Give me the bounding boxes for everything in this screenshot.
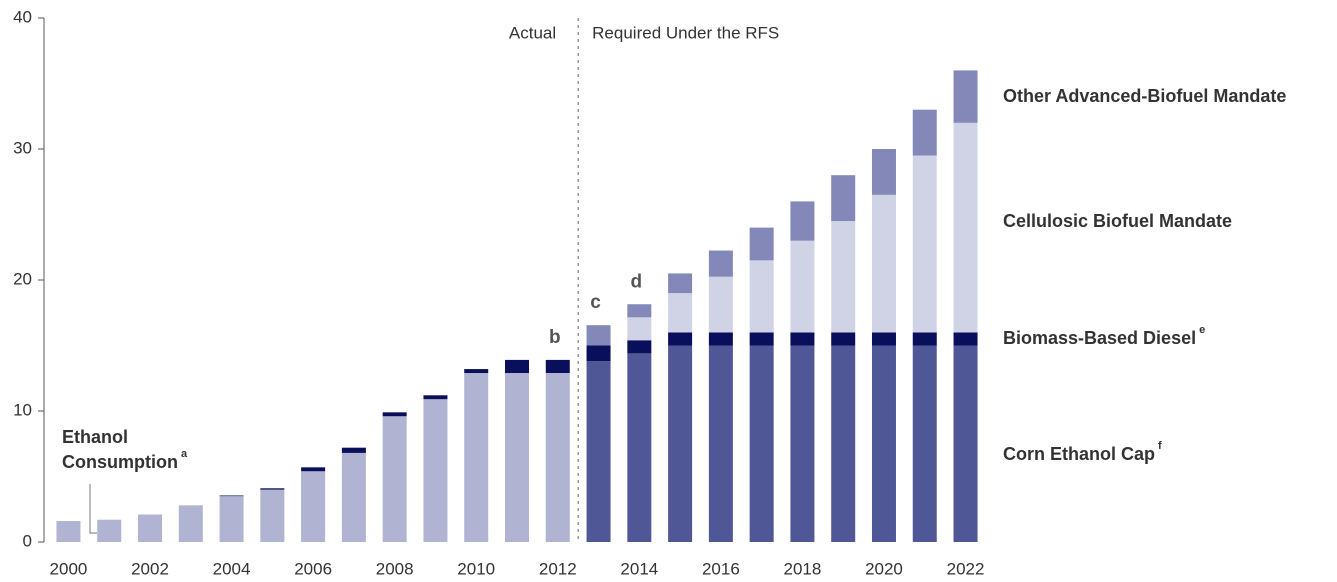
bar-segment bbox=[668, 293, 693, 333]
bar-segment bbox=[831, 332, 856, 346]
legend-label: Cellulosic Biofuel Mandate bbox=[1003, 211, 1232, 231]
bar-segment bbox=[708, 332, 733, 346]
x-tick-label: 2010 bbox=[457, 559, 495, 578]
bar-segment bbox=[953, 345, 978, 542]
legend-label: Biomass-Based Diesel bbox=[1003, 328, 1196, 348]
bar-segment bbox=[790, 332, 815, 346]
x-tick-label: 2008 bbox=[376, 559, 414, 578]
bar-segment bbox=[97, 519, 122, 542]
bar-segment bbox=[871, 194, 896, 333]
legend-label: Ethanol Consumption bbox=[62, 427, 178, 472]
bar-segment bbox=[668, 345, 693, 542]
bar-segment bbox=[871, 345, 896, 542]
y-tick-label: 10 bbox=[13, 400, 32, 419]
leader-line bbox=[89, 484, 97, 534]
x-tick-label: 2006 bbox=[294, 559, 332, 578]
x-tick-label: 2004 bbox=[213, 559, 251, 578]
bar-segment bbox=[545, 359, 570, 374]
x-tick-label: 2000 bbox=[50, 559, 88, 578]
y-tick-label: 40 bbox=[13, 7, 32, 26]
bar-segment bbox=[301, 471, 326, 542]
bar-segment bbox=[708, 276, 733, 333]
bar-segment bbox=[138, 514, 163, 542]
bar-segment bbox=[260, 489, 285, 542]
y-tick-label: 20 bbox=[13, 269, 32, 288]
bar-segment bbox=[56, 521, 81, 542]
x-tick-label: 2020 bbox=[865, 559, 903, 578]
legend-superscript: f bbox=[1158, 440, 1162, 452]
x-tick-label: 2002 bbox=[131, 559, 169, 578]
bar-segment bbox=[871, 332, 896, 346]
bar-segment bbox=[749, 227, 774, 261]
bar-segment bbox=[627, 304, 652, 318]
bar-segment bbox=[219, 496, 244, 542]
annotation: d bbox=[631, 271, 643, 292]
bar-segment bbox=[260, 488, 285, 490]
bar-segment bbox=[423, 399, 448, 542]
bar-segment bbox=[586, 361, 611, 542]
bar-segment bbox=[464, 369, 489, 374]
bar-segment bbox=[953, 332, 978, 346]
legend-superscript: a bbox=[181, 448, 188, 460]
bar-segment bbox=[668, 332, 693, 346]
bar-segment bbox=[341, 452, 366, 542]
bar-segment bbox=[301, 467, 326, 472]
bar-segment bbox=[586, 325, 611, 346]
x-tick-label: 2012 bbox=[539, 559, 577, 578]
bar-segment bbox=[912, 155, 937, 333]
x-tick-label: 2022 bbox=[947, 559, 985, 578]
bar-segment bbox=[749, 260, 774, 333]
bar-segment bbox=[831, 221, 856, 333]
bar-segment bbox=[953, 70, 978, 123]
bar-segment bbox=[831, 175, 856, 222]
y-tick-label: 30 bbox=[13, 138, 32, 157]
region-label: Required Under the RFS bbox=[592, 23, 779, 42]
legend-line: Consumption bbox=[62, 452, 178, 472]
bar-segment bbox=[790, 240, 815, 333]
bar-segment bbox=[505, 359, 529, 374]
region-label: Actual bbox=[509, 23, 556, 42]
bar-segment bbox=[912, 345, 937, 542]
bar-segment bbox=[505, 373, 529, 542]
bar-segment bbox=[464, 373, 489, 542]
bar-segment bbox=[708, 250, 733, 277]
x-tick-label: 2018 bbox=[784, 559, 822, 578]
bar-segment bbox=[831, 345, 856, 542]
legend-label: Other Advanced-Biofuel Mandate bbox=[1003, 86, 1286, 106]
bar-segment bbox=[912, 109, 937, 156]
bar-segment bbox=[708, 345, 733, 542]
annotation: c bbox=[590, 292, 601, 313]
bar-segment bbox=[912, 332, 937, 346]
bar-segment bbox=[627, 353, 652, 542]
bar-segment bbox=[382, 416, 407, 542]
bar-segment bbox=[586, 345, 611, 362]
x-tick-label: 2014 bbox=[620, 559, 658, 578]
bar-segment bbox=[423, 395, 448, 400]
bar-segment bbox=[627, 317, 652, 341]
bar-segment bbox=[790, 201, 815, 241]
legend-line: Ethanol bbox=[62, 427, 128, 447]
bar-segment bbox=[627, 340, 652, 354]
legend-label: Corn Ethanol Cap bbox=[1003, 444, 1155, 464]
bar-segment bbox=[668, 273, 693, 294]
y-tick-label: 0 bbox=[23, 531, 32, 550]
bar-segment bbox=[545, 373, 570, 542]
bar-segment bbox=[382, 412, 407, 417]
bar-segment bbox=[219, 495, 244, 497]
bar-segment bbox=[749, 332, 774, 346]
x-tick-label: 2016 bbox=[702, 559, 740, 578]
legend-superscript: e bbox=[1199, 324, 1205, 336]
bar-segment bbox=[953, 122, 978, 333]
bar-segment bbox=[178, 505, 203, 542]
bar-segment bbox=[790, 345, 815, 542]
bar-segment bbox=[341, 447, 366, 453]
bar-segment bbox=[871, 149, 896, 195]
bar-segment bbox=[749, 345, 774, 542]
annotation: b bbox=[549, 327, 561, 348]
